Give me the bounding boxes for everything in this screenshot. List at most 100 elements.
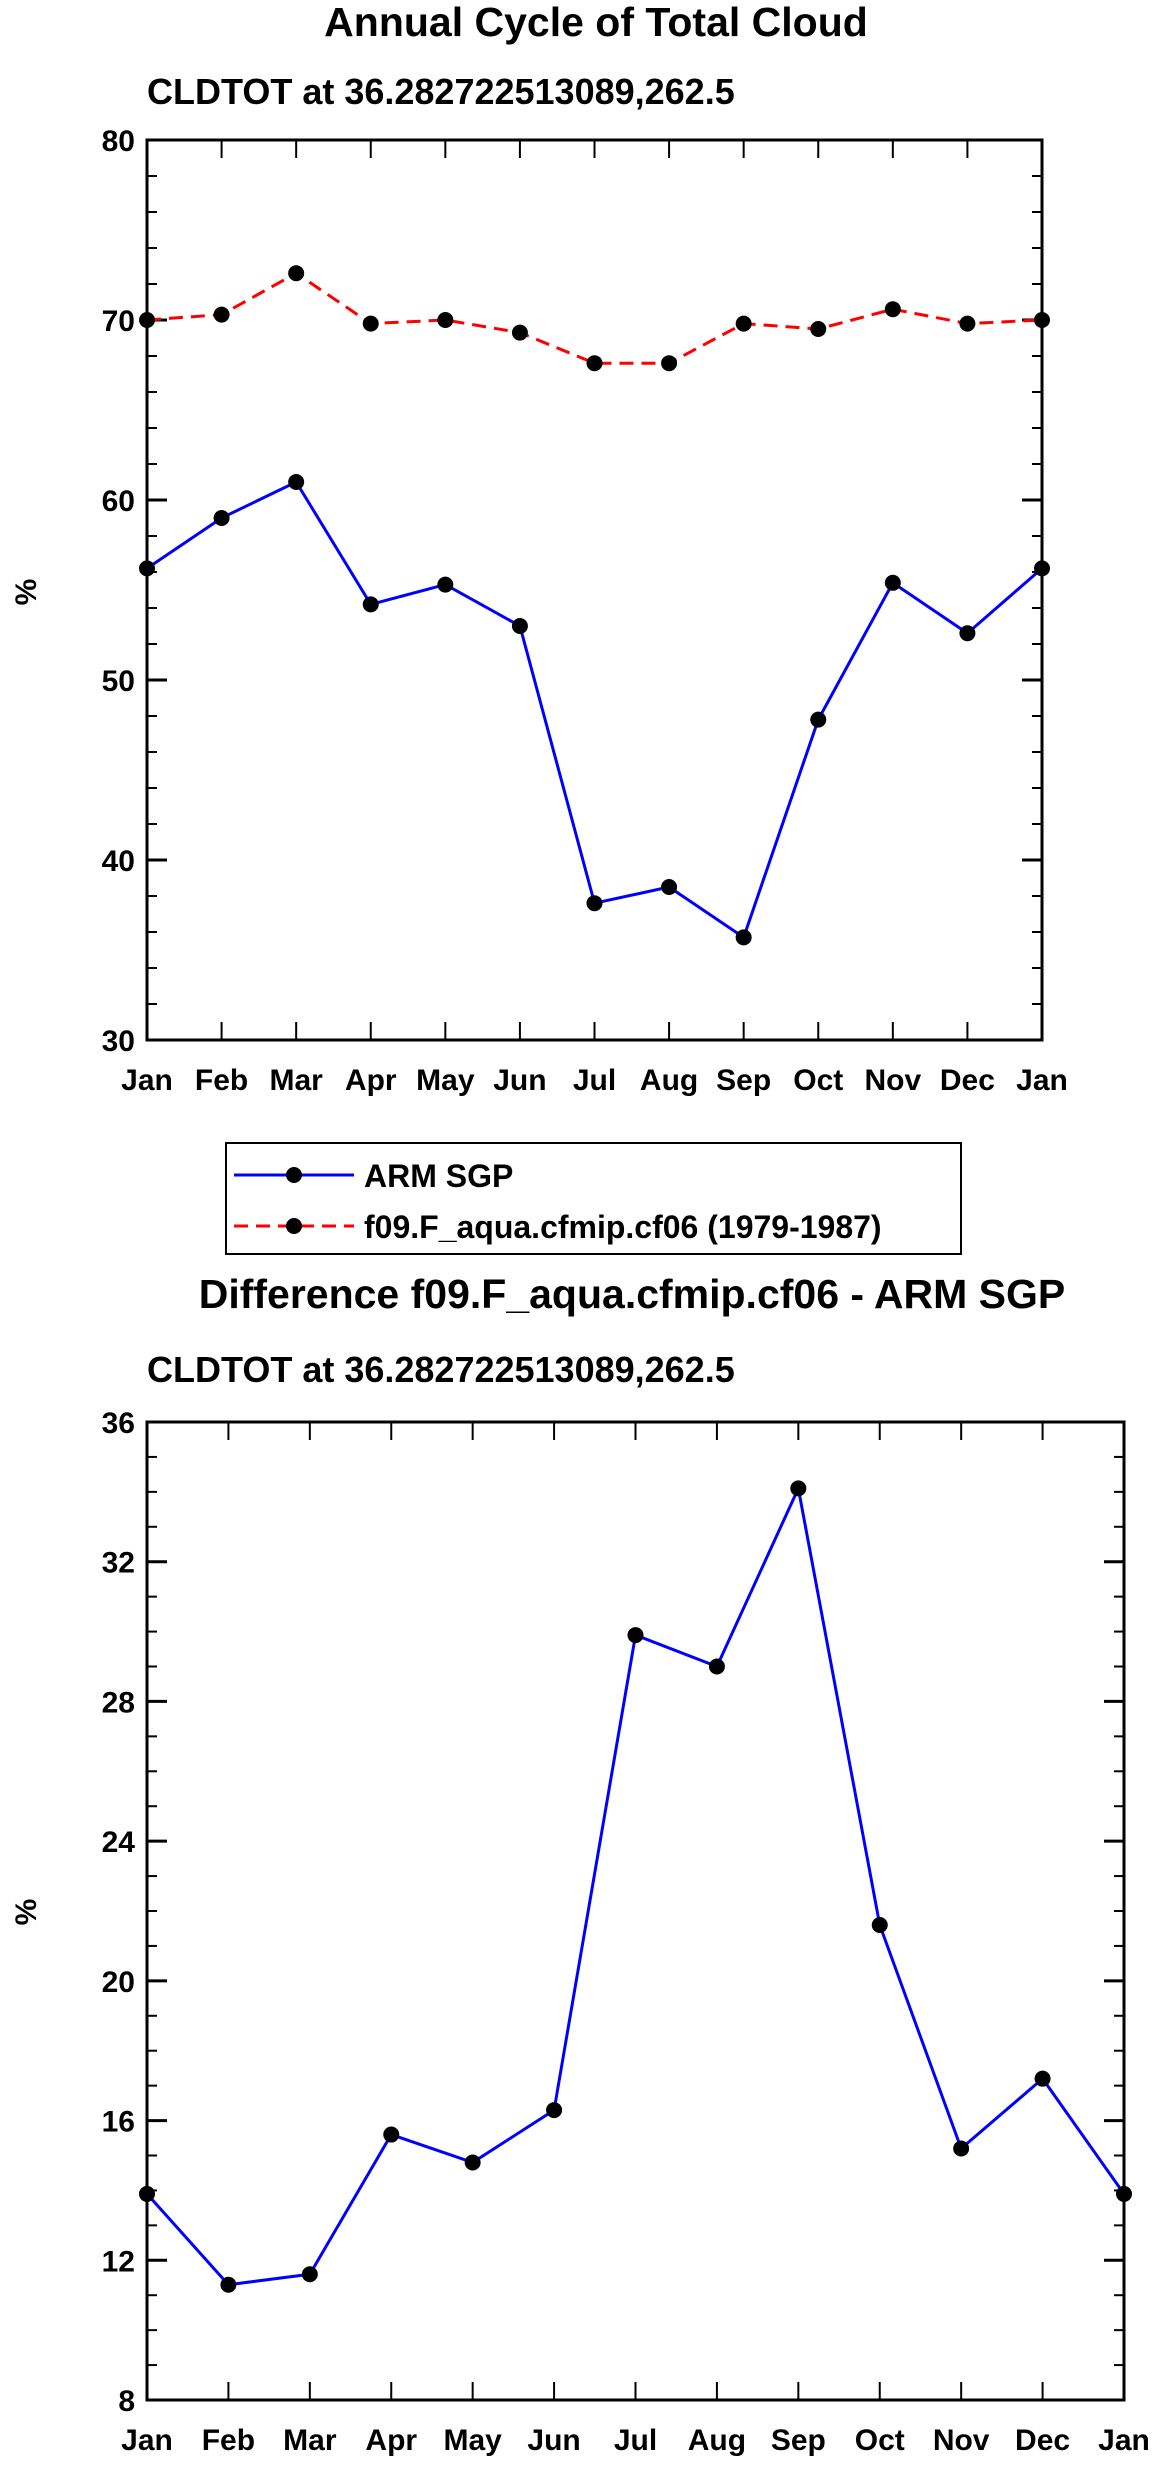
- chart1-series-1-point: [362, 315, 379, 332]
- chart2-xtick-label: Feb: [202, 2424, 255, 2457]
- chart2-series-0-point: [790, 1480, 807, 1497]
- chart1-series-1-point: [810, 321, 827, 337]
- chart1-xtick-label: Jun: [493, 1064, 546, 1097]
- chart1-ytick-label: 30: [102, 1025, 135, 1058]
- chart-difference: Difference f09.F_aqua.cfmip.cf06 - ARM S…: [10, 1271, 1150, 2457]
- legend-label-arm: ARM SGP: [364, 1158, 513, 1194]
- chart1-series-1-point: [437, 312, 454, 328]
- chart1-series-0-point: [213, 510, 230, 526]
- chart2-ylabel: %: [10, 1899, 43, 1926]
- chart1-ytick-label: 50: [102, 665, 135, 698]
- chart1-xtick-label: Oct: [793, 1064, 843, 1097]
- chart1-title: Annual Cycle of Total Cloud: [324, 0, 868, 45]
- chart2-xtick-label: Mar: [283, 2424, 337, 2457]
- chart2-series-0-point: [627, 1627, 644, 1644]
- chart2-xtick-label: Jun: [527, 2424, 580, 2457]
- chart2-series-0-point: [871, 1916, 888, 1933]
- chart1-ytick-label: 70: [102, 305, 135, 338]
- chart2-ytick-label: 20: [102, 1966, 135, 1999]
- chart2-ytick-label: 8: [118, 2385, 135, 2418]
- chart2-series-0-point: [708, 1658, 725, 1675]
- chart1-xtick-label: Feb: [195, 1064, 248, 1097]
- chart1-series-1-point: [959, 315, 976, 332]
- chart2-ytick-label: 24: [102, 1826, 136, 1859]
- chart1-series-0-point: [810, 711, 827, 728]
- chart2-series-0-point: [546, 2102, 563, 2119]
- chart1-series-0-point: [735, 929, 752, 946]
- chart2-xtick-label: Jan: [121, 2424, 173, 2457]
- chart2-series-0-point: [953, 2140, 970, 2157]
- chart1-series-0-point: [1034, 560, 1050, 577]
- chart1-series-0-point: [511, 618, 528, 634]
- chart2-ytick-label: 16: [102, 2106, 135, 2139]
- chart1-xtick-label: May: [416, 1064, 475, 1097]
- chart2-xtick-label: Jul: [614, 2424, 657, 2457]
- chart1-series-0-point: [884, 574, 901, 591]
- chart1-xtick-label: Dec: [940, 1064, 995, 1097]
- legend-label-model: f09.F_aqua.cfmip.cf06 (1979-1987): [364, 1209, 882, 1245]
- chart1-series-1-point: [661, 355, 678, 372]
- chart1-ticks: Jan Feb Mar Apr May Jun Jul Aug Sep Oct Nov Dec Jan 3…: [102, 125, 1068, 1097]
- chart1-xtick-label: Aug: [640, 1064, 698, 1097]
- chart1-series-line-0: [146, 480, 1043, 939]
- chart2-xtick-label: Oct: [855, 2424, 905, 2457]
- chart1-series-0-point: [288, 474, 305, 490]
- chart2-xtick-label: Aug: [688, 2424, 746, 2457]
- chart2-plot-frame: [145, 1420, 1126, 2402]
- chart2-series-0-point: [1034, 2070, 1051, 2087]
- legend: ARM SGP f09.F_aqua.cfmip.cf06 (1979-1987…: [225, 1142, 962, 1255]
- chart2-series-0-point: [139, 2185, 155, 2202]
- chart1-subtitle: CLDTOT at 36.282722513089,262.5: [147, 71, 735, 112]
- chart2-series-0-point: [383, 2126, 400, 2143]
- chart1-ytick-label: 40: [102, 845, 135, 878]
- chart1-series-1-point: [735, 315, 752, 332]
- chart1-xtick-label: Mar: [269, 1064, 323, 1097]
- chart2-series-0-point: [220, 2276, 237, 2293]
- chart2-xtick-label: May: [443, 2424, 502, 2457]
- chart2-series-line-0: [145, 1486, 1126, 2287]
- chart1-series-0-point: [139, 560, 155, 577]
- chart2-series-0-point: [1116, 2185, 1132, 2202]
- legend-box: [225, 1142, 962, 1255]
- chart1-ytick-label: 80: [102, 125, 135, 158]
- chart1-ytick-label: 60: [102, 485, 135, 518]
- chart-annual-cycle: Annual Cycle of Total Cloud CLDTOT at 36…: [10, 0, 1068, 1097]
- chart1-xtick-label: Jul: [573, 1064, 616, 1097]
- chart1-series-0-point: [586, 895, 603, 912]
- chart2-series: [139, 1480, 1132, 2293]
- legend-marker-arm: [286, 1167, 302, 1183]
- chart1-series-1-point: [511, 324, 528, 341]
- chart2-xtick-label: Jan: [1098, 2424, 1150, 2457]
- chart2-subtitle: CLDTOT at 36.282722513089,262.5: [147, 1349, 735, 1390]
- chart1-series-0-point: [362, 596, 379, 613]
- chart1-xtick-label: Sep: [716, 1064, 771, 1097]
- chart2-series-0-point: [464, 2154, 481, 2171]
- chart1-ylabel: %: [10, 579, 43, 606]
- chart2-xtick-label: Apr: [365, 2424, 417, 2457]
- chart1-xtick-label: Nov: [864, 1064, 921, 1097]
- chart1-xtick-label: Apr: [345, 1064, 397, 1097]
- chart2-ytick-label: 32: [102, 1547, 135, 1580]
- chart1-series-line-1: [146, 271, 1043, 365]
- chart2-ytick-label: 28: [102, 1686, 135, 1719]
- chart1-series-0-point: [437, 576, 454, 593]
- chart2-ytick-label: 36: [102, 1407, 135, 1440]
- chart2-ytick-label: 12: [102, 2245, 135, 2278]
- chart1-series-1-point: [1034, 312, 1050, 328]
- chart2-ticks: Jan Feb Mar Apr May Jun Jul Aug Sep Oct Nov Dec Jan 8…: [102, 1407, 1150, 2457]
- chart2-xtick-label: Dec: [1015, 2424, 1070, 2457]
- chart1-xtick-label: Jan: [121, 1064, 173, 1097]
- chart2-xtick-label: Nov: [933, 2424, 990, 2457]
- chart1-series-0-point: [959, 625, 976, 642]
- chart1-series-1-point: [288, 265, 305, 282]
- chart1-xtick-label: Jan: [1016, 1064, 1068, 1097]
- chart1-series-1-point: [139, 312, 155, 328]
- chart1-series-1-point: [884, 301, 901, 318]
- chart2-xtick-label: Sep: [771, 2424, 826, 2457]
- chart1-series-0-point: [661, 879, 678, 895]
- chart1-series: [139, 265, 1050, 946]
- chart1-series-1-point: [213, 306, 230, 323]
- chart2-series-0-point: [301, 2266, 318, 2283]
- chart2-title: Difference f09.F_aqua.cfmip.cf06 - ARM S…: [199, 1271, 1066, 1317]
